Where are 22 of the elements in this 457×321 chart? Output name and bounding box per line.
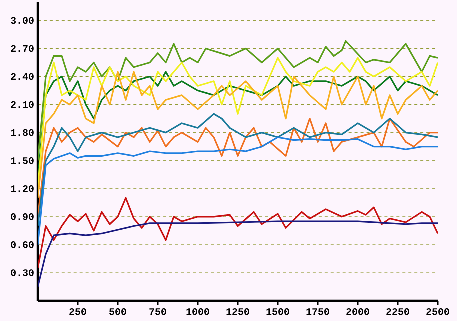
- x-tick-label: 1000: [186, 308, 210, 316]
- y-tick-label: 0.90: [11, 214, 34, 220]
- y-tick-label: 1.50: [11, 157, 34, 164]
- y-tick-label: 1.80: [11, 129, 34, 136]
- y-tick-label: 1.20: [11, 185, 34, 192]
- line-series: [38, 40, 438, 162]
- y-tick-label: 0.30: [11, 270, 34, 276]
- line-series: [38, 197, 438, 270]
- x-tick-label: 2000: [346, 308, 370, 316]
- y-tick-label: 2.10: [11, 101, 34, 108]
- x-tick-label: 2500: [426, 308, 450, 316]
- x-tick-label: 1500: [266, 308, 290, 316]
- x-tick-label: 250: [70, 308, 86, 316]
- x-tick-label: 2250: [386, 308, 410, 316]
- y-tick-label: 3.00: [11, 17, 34, 24]
- x-tick-label: 1250: [226, 308, 250, 316]
- x-tick-label: 750: [150, 308, 166, 316]
- x-tick-label: 1750: [306, 308, 330, 316]
- y-tick-label: 0.60: [11, 242, 34, 248]
- y-tick-label: 2.70: [11, 45, 34, 52]
- y-tick-label: 2.40: [11, 73, 34, 80]
- x-tick-label: 500: [110, 308, 126, 316]
